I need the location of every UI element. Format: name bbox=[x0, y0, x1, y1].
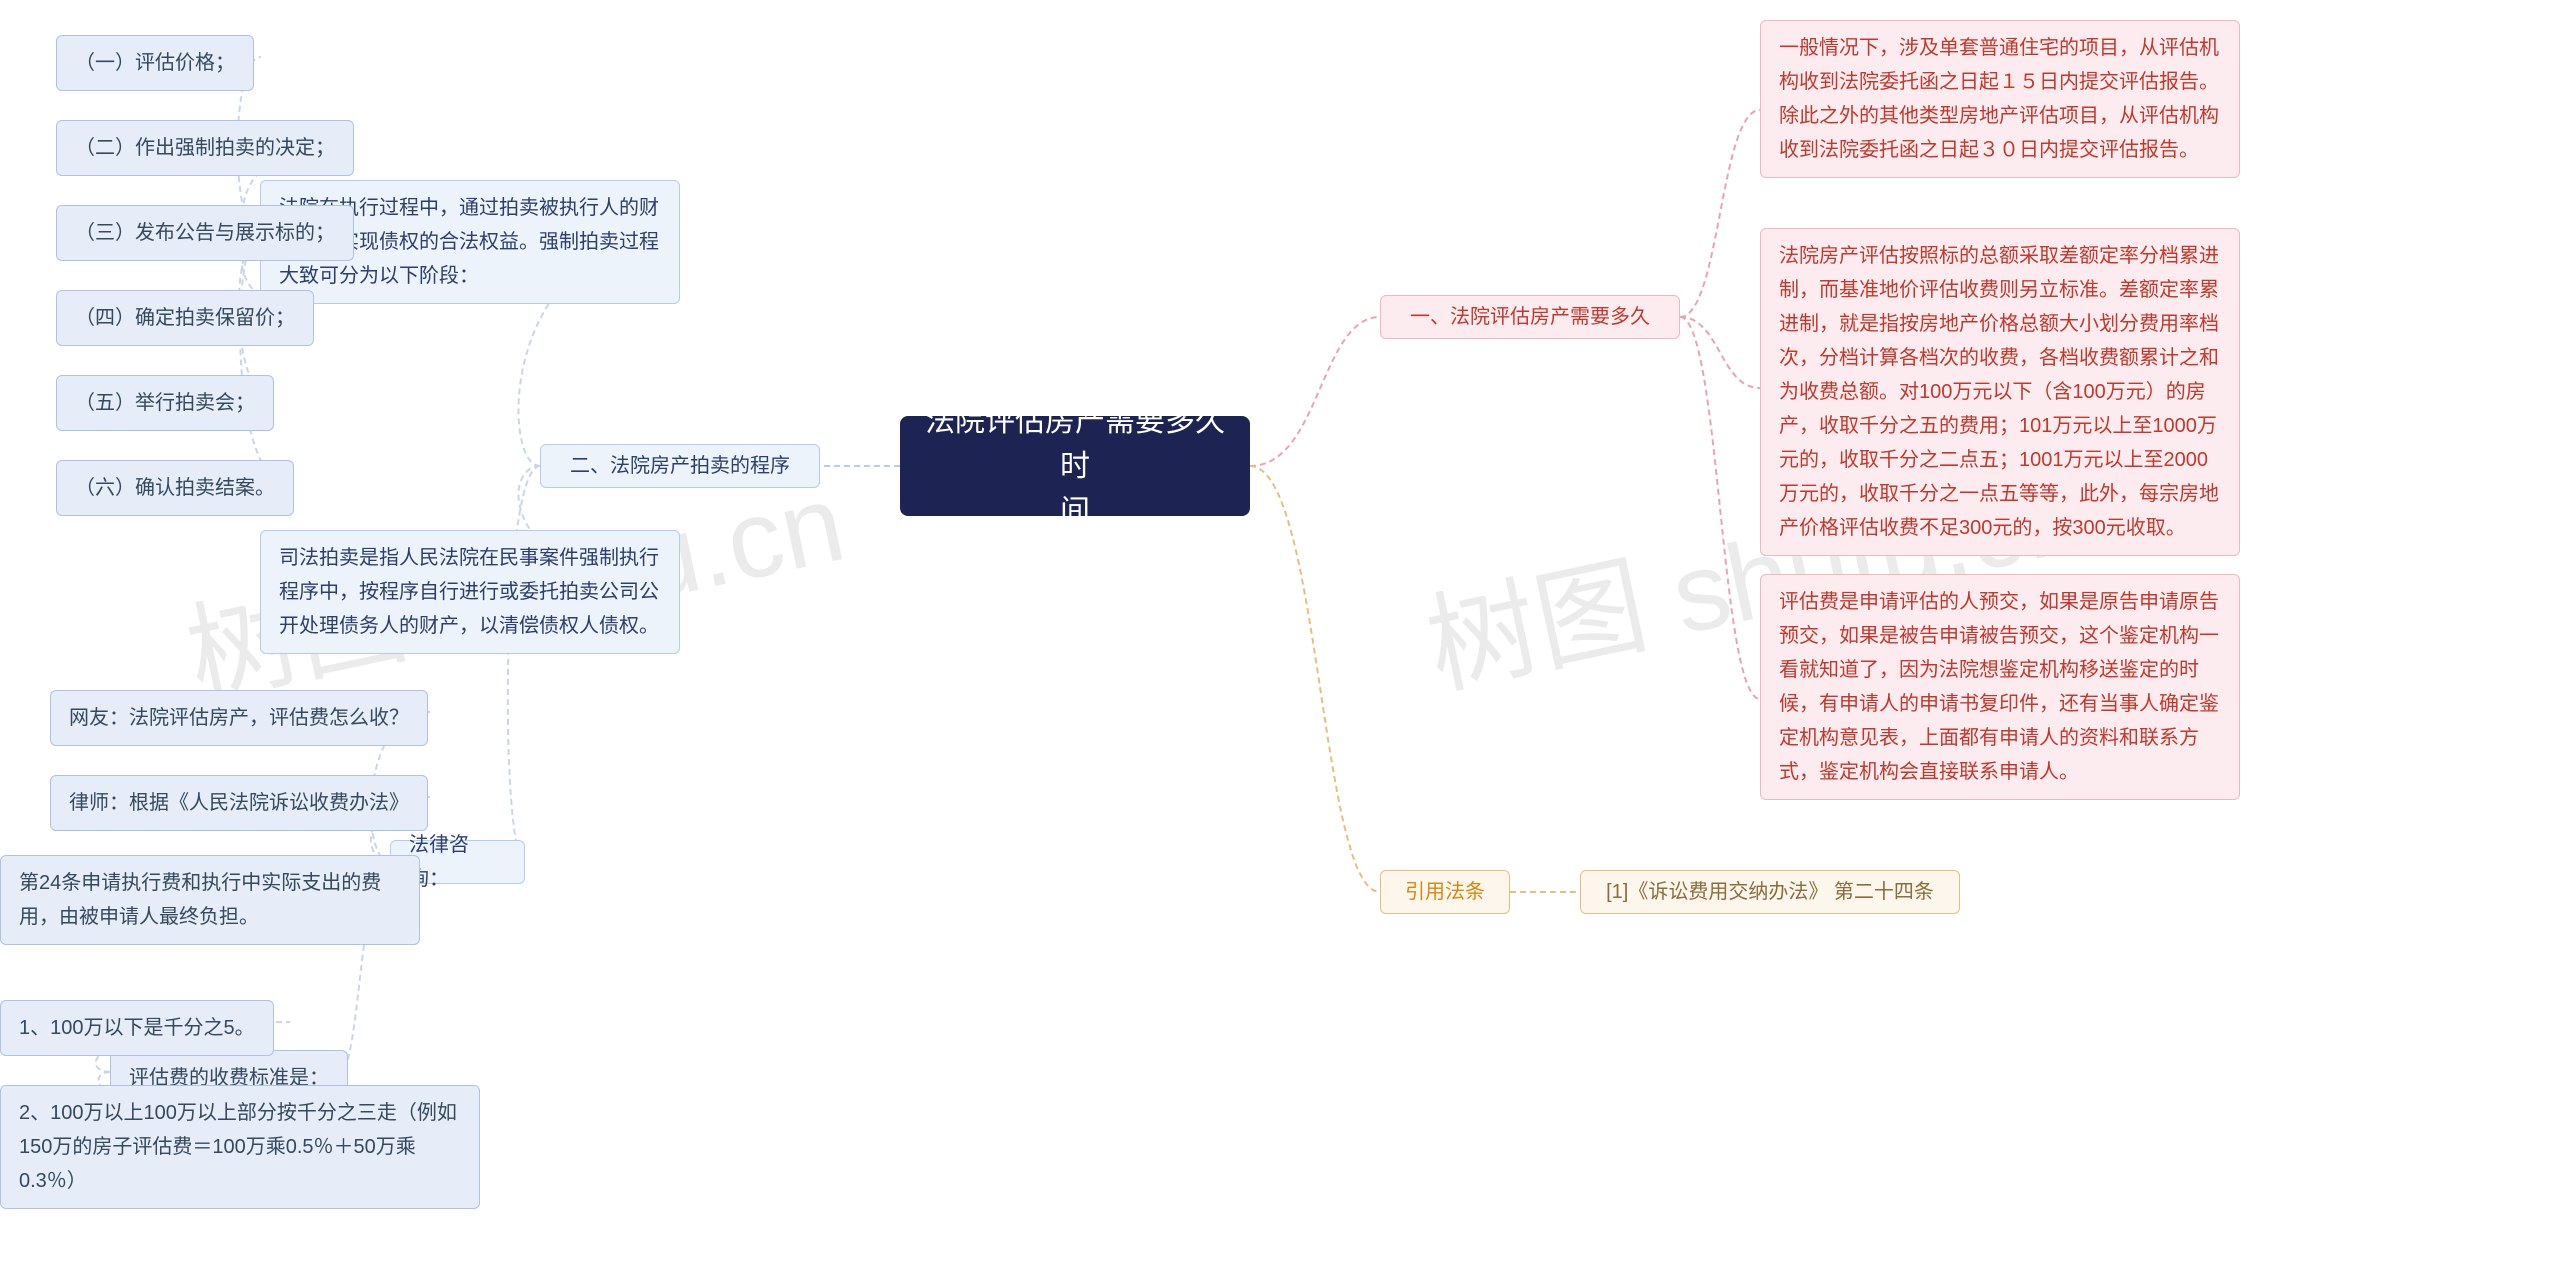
leaf-l1a5[interactable]: （五）举行拍卖会； bbox=[56, 375, 274, 431]
branch-citation[interactable]: 引用法条 bbox=[1380, 870, 1510, 914]
leaf-l1b[interactable]: 司法拍卖是指人民法院在民事案件强制执行程序中，按程序自行进行或委托拍卖公司公开处… bbox=[260, 530, 680, 654]
leaf-l1a2[interactable]: （二）作出强制拍卖的决定； bbox=[56, 120, 354, 176]
leaf-l1a3[interactable]: （三）发布公告与展示标的； bbox=[56, 205, 354, 261]
leaf-l1a4[interactable]: （四）确定拍卖保留价； bbox=[56, 290, 314, 346]
leaf-l1c4a[interactable]: 1、100万以下是千分之5。 bbox=[0, 1000, 274, 1056]
leaf-r1b[interactable]: 法院房产评估按照标的总额采取差额定率分档累进制，而基准地价评估收费则另立标准。差… bbox=[1760, 228, 2240, 556]
leaf-r2a[interactable]: [1]《诉讼费用交纳办法》 第二十四条 bbox=[1580, 870, 1960, 914]
branch-section-2[interactable]: 二、法院房产拍卖的程序 bbox=[540, 444, 820, 488]
leaf-l1a6[interactable]: （六）确认拍卖结案。 bbox=[56, 460, 294, 516]
leaf-l1c2[interactable]: 律师：根据《人民法院诉讼收费办法》 bbox=[50, 775, 428, 831]
leaf-l1c3[interactable]: 第24条申请执行费和执行中实际支出的费用，由被申请人最终负担。 bbox=[0, 855, 420, 945]
root-node[interactable]: 法院评估房产需要多久时 间 bbox=[900, 416, 1250, 516]
leaf-l1c1[interactable]: 网友：法院评估房产，评估费怎么收？ bbox=[50, 690, 428, 746]
branch-section-1[interactable]: 一、法院评估房产需要多久 bbox=[1380, 295, 1680, 339]
leaf-l1a1[interactable]: （一）评估价格； bbox=[56, 35, 254, 91]
leaf-l1c4b[interactable]: 2、100万以上100万以上部分按千分之三走（例如150万的房子评估费＝100万… bbox=[0, 1085, 480, 1209]
leaf-r1c[interactable]: 评估费是申请评估的人预交，如果是原告申请原告预交，如果是被告申请被告预交，这个鉴… bbox=[1760, 574, 2240, 800]
leaf-r1a[interactable]: 一般情况下，涉及单套普通住宅的项目，从评估机构收到法院委托函之日起１５日内提交评… bbox=[1760, 20, 2240, 178]
mindmap-canvas: 树图 shutu.cn 树图 shutu.cn bbox=[0, 0, 2560, 1281]
